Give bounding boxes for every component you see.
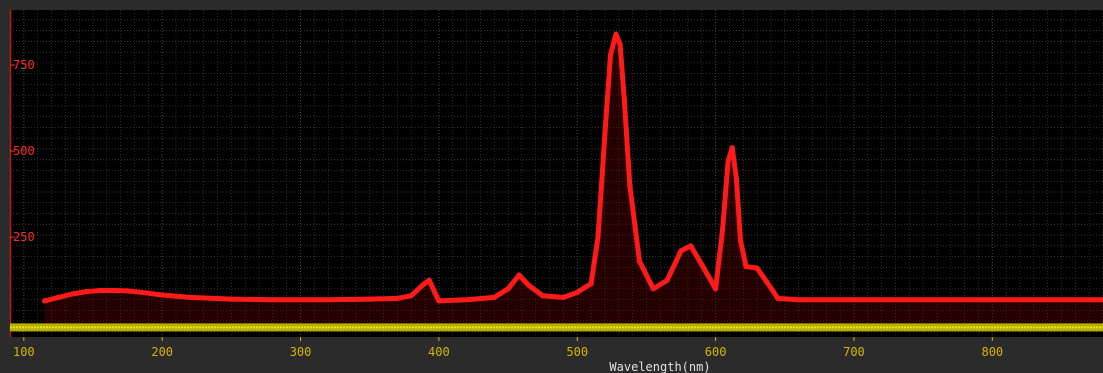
series-point	[187, 294, 193, 300]
y-axis: 250 500 750	[10, 58, 35, 244]
series-point	[688, 243, 694, 249]
series-point	[729, 145, 735, 151]
series-point	[613, 31, 619, 37]
series-point	[491, 294, 497, 300]
series-point	[42, 298, 48, 304]
x-tick-label: 800	[981, 345, 1003, 359]
series-point	[607, 52, 614, 58]
x-tick-label: 100	[13, 345, 35, 359]
series-point	[733, 176, 740, 182]
plot-area	[10, 10, 1103, 337]
y-tick-label: 500	[13, 144, 35, 158]
series-point	[636, 258, 643, 264]
series-point	[526, 282, 532, 288]
series-point	[464, 297, 470, 303]
series-point	[540, 293, 546, 299]
y-tick-label: 750	[13, 58, 35, 72]
series-point	[516, 272, 522, 278]
series-point	[621, 96, 627, 103]
series-point	[228, 296, 234, 302]
series-point	[83, 289, 89, 295]
series-point	[69, 291, 75, 297]
series-point	[754, 265, 760, 271]
series-point	[796, 297, 802, 303]
x-tick-label: 400	[428, 345, 450, 359]
series-point	[325, 297, 331, 303]
series-point	[737, 238, 744, 244]
series-point	[408, 293, 414, 299]
series-point	[650, 286, 656, 292]
series-point	[138, 289, 144, 295]
series-point	[725, 158, 731, 165]
series-layer	[42, 31, 1103, 304]
series-point	[1100, 297, 1103, 303]
series-point	[617, 41, 623, 48]
series-point	[574, 289, 580, 295]
x-tick-label: 600	[705, 345, 727, 359]
x-tick-label: 500	[566, 345, 588, 359]
series-point	[719, 227, 726, 233]
series-point	[699, 262, 705, 268]
series-point	[432, 289, 438, 295]
series-point	[743, 263, 749, 269]
x-tick-label: 700	[843, 345, 865, 359]
x-axis: 100 200 300 400 500 600 700 800	[13, 337, 1003, 359]
series-point	[595, 234, 601, 240]
x-tick-label: 300	[290, 345, 312, 359]
y-tick-label: 250	[13, 230, 35, 244]
series-point	[764, 279, 770, 285]
series-point	[920, 297, 926, 303]
series-point	[436, 298, 442, 304]
series-point	[505, 286, 511, 292]
x-axis-label: Wavelength(nm)	[609, 360, 710, 373]
series-point	[775, 295, 781, 301]
grid	[9, 10, 1103, 337]
series-point	[125, 288, 131, 294]
series-point	[588, 281, 594, 287]
series-point	[159, 292, 165, 298]
series-point	[664, 277, 670, 283]
series-point	[602, 131, 608, 137]
series-point	[851, 297, 857, 303]
series-point	[560, 294, 567, 300]
series-point	[394, 295, 400, 301]
series-point	[111, 287, 117, 294]
series-point	[678, 248, 684, 254]
series-point	[367, 296, 373, 302]
series-point	[989, 297, 995, 303]
series-point	[426, 277, 432, 283]
series-point	[419, 282, 425, 288]
baseline-band	[10, 323, 1103, 332]
series-point	[627, 182, 633, 189]
series-point	[270, 297, 276, 303]
series-point	[97, 287, 103, 294]
series-point	[713, 286, 719, 292]
series-point	[55, 294, 62, 300]
x-tick-label: 200	[151, 345, 173, 359]
